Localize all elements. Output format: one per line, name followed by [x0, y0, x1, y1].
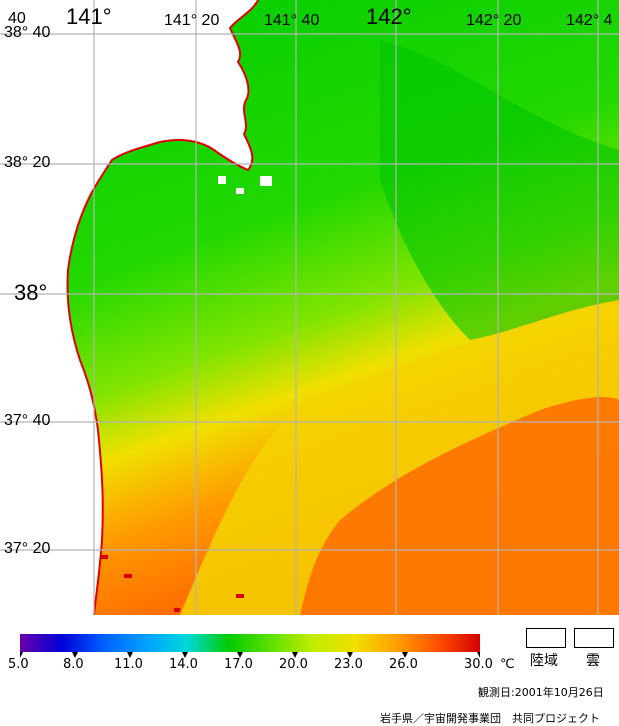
cloud-legend-label: 雲: [586, 653, 600, 669]
cloud-legend-swatch: [574, 628, 614, 648]
lon-label-141: 141°: [66, 4, 112, 29]
warm-patch: [174, 608, 180, 612]
colorbar-tick-label: 5.0: [8, 657, 29, 672]
warm-patch: [236, 594, 244, 598]
tick-mark: [72, 652, 78, 658]
lat-label-38: 38°: [14, 280, 48, 305]
cool-water-region: [380, 40, 619, 340]
colorbar-unit: ℃: [500, 657, 515, 672]
lat-label-37-20: 37° 20: [4, 540, 51, 557]
hot-water-region: [300, 397, 619, 615]
colorbar-tick-label: 8.0: [63, 657, 84, 672]
colorbar-tick-label: 20.0: [279, 657, 308, 672]
tick-mark: [20, 652, 23, 658]
tick-mark: [292, 652, 298, 658]
observation-date: 観測日:2001年10月26日: [478, 686, 604, 699]
warm-patch: [100, 555, 108, 559]
colorbar-tick-label: 14.0: [169, 657, 198, 672]
lon-label-141-20: 141° 20: [164, 12, 220, 29]
lat-label-38-20: 38° 20: [4, 154, 51, 171]
cloud-speck: [236, 188, 244, 194]
lon-label-142-40: 142° 4: [566, 12, 613, 29]
land-area: [0, 0, 258, 615]
land-legend-label: 陸域: [530, 653, 558, 669]
graticule-grid: [0, 0, 619, 615]
colorbar-tick-label: 23.0: [334, 657, 363, 672]
credit-line: 岩手県／宇宙開発事業団 共同プロジェクト: [380, 712, 600, 725]
tick-mark: [402, 652, 408, 658]
tick-mark: [347, 652, 353, 658]
lon-label-141-40: 141° 40: [264, 12, 320, 29]
coastline: [66, 0, 259, 615]
lat-label-37-40: 37° 40: [4, 412, 51, 429]
lat-label-38-40: 38° 40: [4, 24, 51, 41]
tick-mark: [237, 652, 243, 658]
warm-patch: [124, 574, 132, 578]
sea-surface-temperature-map: [0, 0, 619, 615]
temperature-colorbar: [20, 634, 480, 652]
colorbar-tick-label: 17.0: [224, 657, 253, 672]
lon-label-142: 142°: [366, 4, 412, 29]
cloud-speck: [260, 176, 272, 186]
cloud-speck: [218, 176, 226, 184]
tick-mark: [182, 652, 188, 658]
corner-label: 40: [8, 10, 26, 27]
land-legend-swatch: [526, 628, 566, 648]
colorbar-tick-label: 11.0: [114, 657, 143, 672]
lon-label-142-20: 142° 20: [466, 12, 522, 29]
colorbar-tick-marks: [20, 652, 480, 658]
tick-mark: [127, 652, 133, 658]
tick-mark: [477, 652, 480, 658]
colorbar-tick-label: 30.0: [464, 657, 493, 672]
colorbar-tick-label: 26.0: [389, 657, 418, 672]
